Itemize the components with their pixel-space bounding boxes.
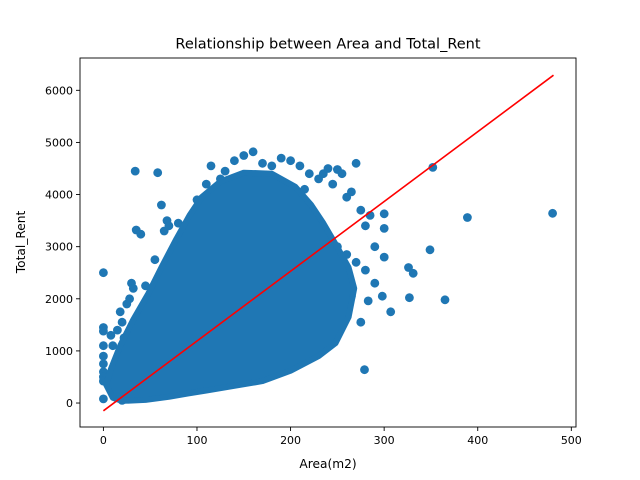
scatter-point [351,158,361,168]
scatter-point [128,284,138,293]
y-axis-label: Total_Rent [14,211,28,275]
y-tick-label: 4000 [45,189,73,202]
plot-area-frame [79,57,577,428]
scatter-point [130,166,140,176]
scatter-point [258,158,267,168]
scatter-density-cloud [103,169,358,404]
x-tick-label: 200 [280,434,301,447]
scatter-point [117,317,127,327]
scatter-point [125,294,134,304]
x-axis: 0 100 200 300 400 500 [100,427,582,447]
fit-line [102,74,554,412]
scatter-point [379,209,389,219]
y-tick-label: 2000 [45,293,73,306]
scatter-point [328,179,338,189]
scatter-point [361,265,370,275]
scatter-point [347,187,356,197]
x-axis-label: Area(m2) [299,457,356,471]
density-cloud [103,169,358,404]
scatter-point [361,221,370,231]
y-tick-label: 6000 [45,84,73,97]
scatter-point [99,359,108,369]
x-tick-label: 0 [100,434,107,447]
scatter-point [113,325,122,335]
scatter-point [153,168,163,178]
scatter-point [337,169,347,179]
scatter-point [405,293,414,303]
x-tick-label: 300 [374,434,395,447]
scatter-point [150,255,160,265]
y-tick-label: 1000 [45,345,73,358]
fit-line-layer [102,74,554,412]
scatter-point [386,307,396,317]
scatter-point [360,365,369,375]
scatter-point [356,317,366,327]
scatter-point [106,330,116,340]
scatter-point [99,268,108,278]
scatter-point [548,208,557,218]
scatter-point [206,161,216,171]
scatter-point [323,164,333,173]
scatter-point [99,326,108,336]
y-axis: 0 1000 2000 3000 4000 5000 6000 [45,84,80,410]
scatter-point [463,213,472,222]
scatter-point [425,245,435,255]
scatter-point [408,268,418,278]
scatter-point [370,278,380,288]
x-tick-label: 400 [467,434,488,447]
chart-title: Relationship between Area and Total_Rent [175,37,480,53]
scatter-point [295,161,305,171]
scatter-point [304,169,314,179]
scatter-point [220,166,230,176]
x-tick-label: 500 [561,434,582,447]
scatter-point [351,257,361,267]
scatter-point [440,295,450,305]
scatter-point [99,351,108,361]
scatter-point [248,147,258,157]
scatter-point [377,291,387,301]
scatter-point [201,179,211,189]
scatter-point [363,296,373,306]
scatter-point [379,252,389,262]
scatter-point [239,151,249,160]
scatter-point [157,200,166,210]
scatter-point [141,281,150,291]
scatter-point [115,307,125,317]
y-tick-label: 5000 [45,136,73,149]
scatter-point [99,341,108,351]
scatter-point [136,229,146,239]
y-tick-label: 3000 [45,241,73,254]
x-tick-label: 100 [186,434,207,447]
scatter-point [276,153,286,163]
scatter-point [164,221,174,231]
scatter-point [370,242,380,252]
scatter-point [267,161,277,171]
scatter-point [108,341,118,351]
scatter-point [356,205,366,215]
scatter-point [99,394,108,404]
scatter-point [428,163,438,172]
scatter-point [230,156,239,166]
scatter-point [379,224,389,233]
y-tick-label: 0 [66,397,73,410]
scatter-point [286,156,295,166]
